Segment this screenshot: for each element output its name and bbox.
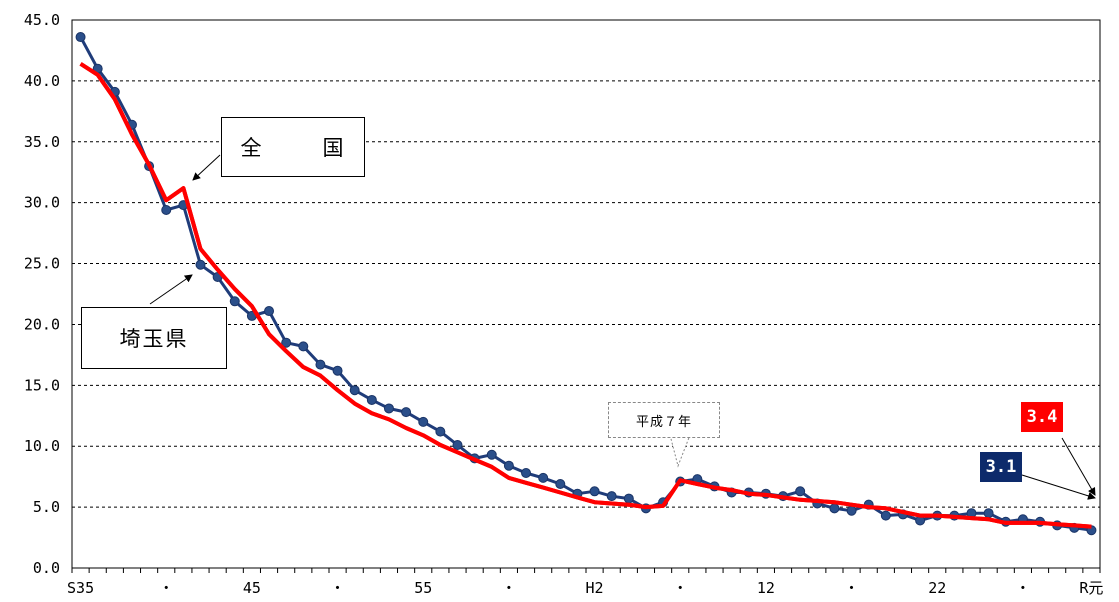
end-label-national: 3.4 bbox=[1021, 402, 1063, 432]
data-point-saitama bbox=[589, 486, 600, 497]
arrow-end-national bbox=[1061, 437, 1096, 496]
data-point-saitama bbox=[435, 426, 446, 437]
annotation-national: 全 国 bbox=[221, 117, 365, 177]
axes bbox=[71, 19, 1101, 573]
data-point-saitama bbox=[229, 296, 240, 307]
y-tick-label: 30.0 bbox=[24, 194, 60, 212]
series-line-national-top bbox=[79, 62, 1092, 529]
arrow-saitama bbox=[149, 274, 193, 305]
x-tick-label: ・ bbox=[501, 579, 516, 597]
y-tick-label: 20.0 bbox=[24, 315, 60, 333]
x-tick-label: 22 bbox=[928, 579, 946, 597]
x-tick-label: 12 bbox=[757, 579, 775, 597]
y-tick-label: 25.0 bbox=[24, 255, 60, 273]
data-point-saitama bbox=[486, 449, 497, 460]
data-point-saitama bbox=[623, 493, 634, 504]
y-tick-label: 0.0 bbox=[33, 559, 60, 577]
y-tick-label: 5.0 bbox=[33, 498, 60, 516]
data-point-saitama bbox=[281, 337, 292, 348]
x-tick-label: ・ bbox=[1015, 579, 1030, 597]
x-tick-label: ・ bbox=[673, 579, 688, 597]
data-point-saitama bbox=[538, 472, 549, 483]
data-point-saitama bbox=[829, 503, 840, 514]
x-tick-label: ・ bbox=[159, 579, 174, 597]
x-tick-label: S35 bbox=[67, 579, 94, 597]
data-point-saitama bbox=[383, 403, 394, 414]
x-tick-labels: S35 ・ 45 ・ 55 ・ H2 ・ 12 ・ 22 ・ R元 bbox=[67, 579, 1103, 597]
y-tick-label: 15.0 bbox=[24, 376, 60, 394]
y-tick-labels: 0.0 5.0 10.0 15.0 20.0 25.0 30.0 35.0 40.0 45.0 bbox=[24, 11, 60, 577]
data-point-saitama bbox=[161, 204, 172, 215]
data-point-saitama bbox=[349, 385, 360, 396]
end-label-saitama: 3.1 bbox=[980, 452, 1022, 482]
data-point-saitama bbox=[315, 359, 326, 370]
annotation-saitama: 埼玉県 bbox=[81, 307, 227, 369]
data-point-saitama bbox=[298, 341, 309, 352]
annotation-heisei7: 平成７年 bbox=[608, 402, 720, 438]
plot-frame bbox=[71, 19, 1101, 569]
x-tick-label: H2 bbox=[586, 579, 604, 597]
data-point-saitama bbox=[452, 440, 463, 451]
data-point-saitama bbox=[503, 460, 514, 471]
x-tick-label: ・ bbox=[844, 579, 859, 597]
data-point-saitama bbox=[880, 510, 891, 521]
data-point-saitama bbox=[195, 259, 206, 270]
data-point-saitama bbox=[555, 478, 566, 489]
y-tick-label: 10.0 bbox=[24, 437, 60, 455]
x-tick-label: 45 bbox=[243, 579, 261, 597]
data-point-saitama bbox=[606, 491, 617, 502]
data-point-saitama bbox=[332, 365, 343, 376]
data-point-saitama bbox=[846, 505, 857, 516]
y-tick-label: 40.0 bbox=[24, 72, 60, 90]
x-tick-label: 55 bbox=[414, 579, 432, 597]
data-point-saitama bbox=[795, 486, 806, 497]
arrow-national bbox=[192, 154, 221, 181]
x-tick-label: ・ bbox=[330, 579, 345, 597]
data-point-saitama bbox=[418, 416, 429, 427]
data-point-saitama bbox=[401, 407, 412, 418]
data-point-saitama bbox=[521, 468, 532, 479]
data-point-saitama bbox=[983, 508, 994, 519]
annotation-arrows bbox=[149, 154, 1096, 500]
series-lines bbox=[75, 32, 1097, 536]
arrow-end-saitama bbox=[1021, 474, 1096, 500]
y-tick-label: 35.0 bbox=[24, 133, 60, 151]
data-point-saitama bbox=[366, 394, 377, 405]
data-point-saitama bbox=[264, 306, 275, 317]
data-point-saitama bbox=[75, 32, 86, 43]
x-tick-label: R元 bbox=[1079, 579, 1103, 597]
y-tick-label: 45.0 bbox=[24, 11, 60, 29]
heisei-pointer bbox=[669, 434, 691, 468]
